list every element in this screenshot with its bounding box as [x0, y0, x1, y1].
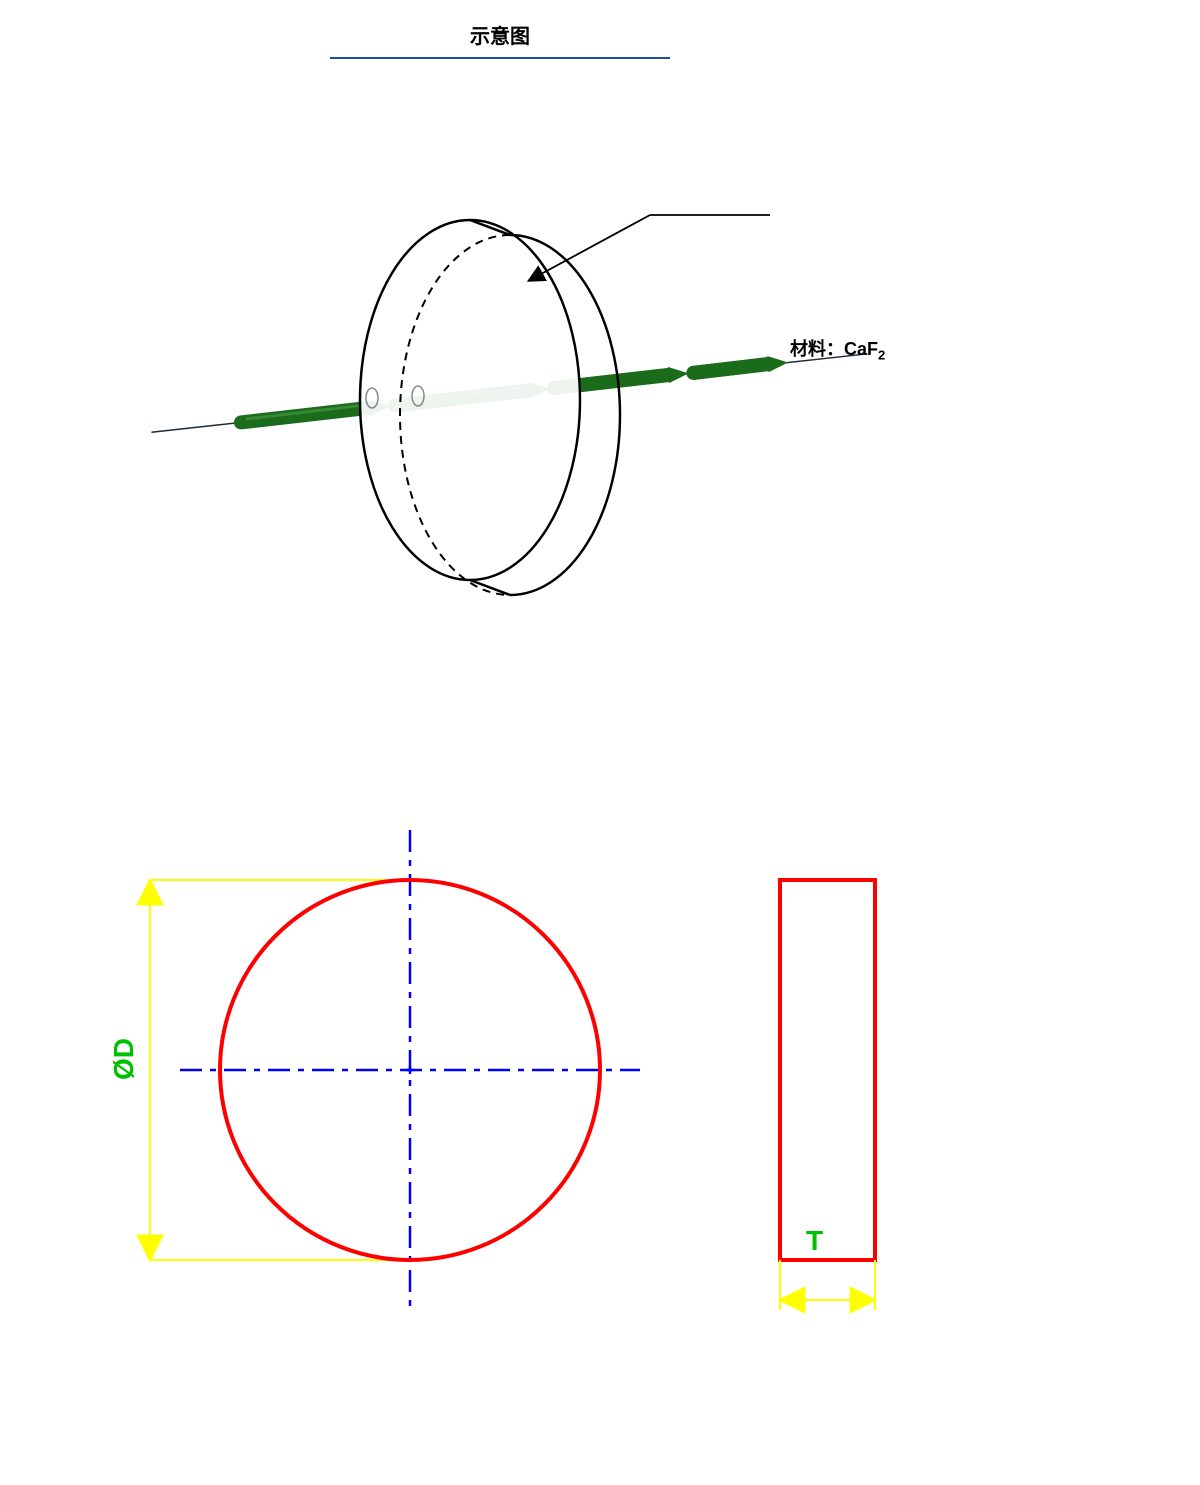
material-text: 材料：CaF: [790, 339, 878, 359]
front-group: [150, 830, 640, 1310]
isometric-view: 材料：CaF2: [150, 140, 900, 640]
iso-svg: [150, 140, 900, 640]
title-underline: [330, 57, 670, 59]
front-view: ØD: [90, 790, 650, 1350]
title-block: 示意图: [330, 20, 670, 59]
side-svg: [720, 790, 950, 1350]
side-group: [780, 880, 875, 1310]
material-subscript: 2: [878, 348, 885, 363]
iso-group: [150, 215, 869, 595]
diameter-label: ØD: [108, 1038, 140, 1080]
material-label: 材料：CaF2: [790, 335, 885, 363]
side-view: [720, 790, 950, 1350]
front-svg: [90, 790, 650, 1350]
page-title: 示意图: [330, 20, 670, 57]
thickness-label: T: [806, 1225, 823, 1257]
